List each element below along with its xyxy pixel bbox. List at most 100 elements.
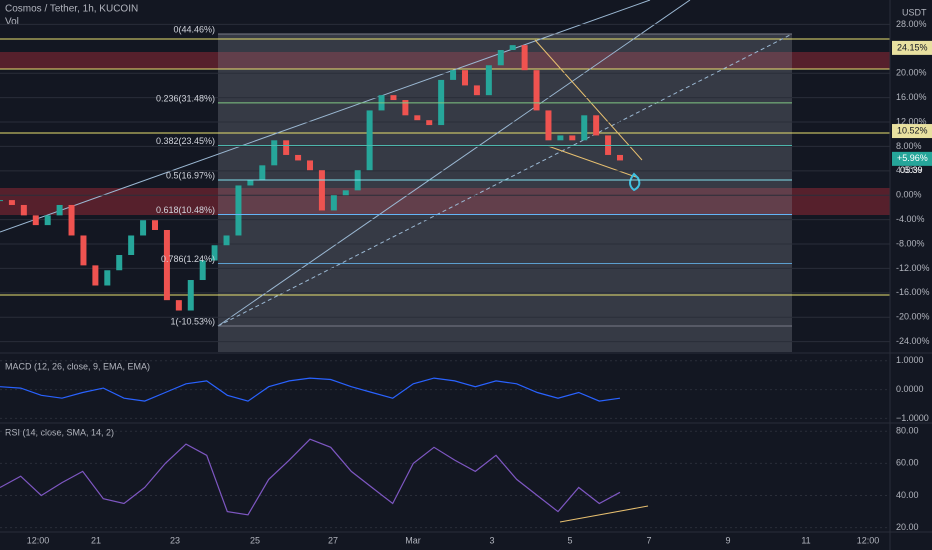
candle	[92, 265, 99, 286]
wedge-lines	[534, 39, 649, 523]
candle	[307, 160, 313, 171]
resistance-zone	[0, 52, 890, 69]
x-tick-label: 9	[725, 535, 730, 545]
y-tick-label: 60.00	[896, 458, 919, 468]
y-tick-label: 0.00%	[896, 190, 922, 200]
y-tick-label: 8.00%	[896, 141, 922, 151]
y-tick-label: 28.00%	[896, 19, 927, 29]
y-tick-label: −1.0000	[896, 413, 929, 423]
candle	[414, 115, 421, 121]
fib-label: 0.5(16.97%)	[166, 170, 215, 180]
candle	[175, 300, 182, 311]
candle	[80, 235, 87, 266]
candle	[617, 154, 623, 161]
price-label: +5.96%	[897, 153, 928, 163]
candle	[104, 270, 111, 286]
candle	[342, 190, 349, 196]
candle	[223, 235, 230, 246]
candle	[318, 170, 325, 211]
x-tick-label: Mar	[405, 535, 421, 545]
x-tick-label: 7	[646, 535, 651, 545]
candle	[152, 220, 158, 230]
y-tick-label: 20.00	[896, 522, 919, 532]
rsi-title: RSI (14, close, SMA, 14, 2)	[5, 427, 114, 437]
price-label-box	[892, 40, 932, 55]
candle	[366, 110, 373, 171]
fib-label: 0.382(23.45%)	[156, 136, 215, 146]
x-tick-label: 3	[489, 535, 494, 545]
candle	[271, 140, 278, 166]
price-label: 24.15%	[897, 42, 928, 52]
indicator-line	[0, 377, 621, 402]
candle	[462, 70, 468, 86]
y-tick-label: -12.00%	[896, 263, 930, 273]
x-tick-label: 12:00	[857, 535, 880, 545]
x-tick-label: 23	[170, 535, 180, 545]
volume-label: Vol	[5, 17, 19, 28]
candle	[0, 200, 3, 202]
candle	[330, 195, 337, 211]
x-tick-label: 21	[91, 535, 101, 545]
y-tick-label: 4.00%	[896, 165, 922, 175]
candle	[450, 70, 457, 80]
candle	[116, 255, 123, 271]
candle	[140, 220, 147, 236]
y-tick-label: 16.00%	[896, 92, 927, 102]
y-tick-label: 80.00	[896, 426, 919, 436]
x-tick-label: 27	[328, 535, 338, 545]
y-tick-label: 40.00	[896, 490, 919, 500]
currency: USDT	[902, 7, 927, 17]
y-tick-label: 20.00%	[896, 68, 927, 78]
horizontal-lines	[0, 38, 890, 296]
fib-box	[218, 34, 792, 352]
fib-label: 0.236(31.48%)	[156, 93, 215, 103]
candle	[211, 245, 218, 261]
candle	[521, 45, 528, 71]
candle	[581, 115, 588, 141]
y-tick-label: -16.00%	[896, 287, 930, 297]
candle	[199, 260, 206, 281]
candle	[390, 95, 397, 101]
candle	[533, 70, 540, 111]
candle	[32, 215, 39, 226]
y-tick-label: 12.00%	[896, 116, 927, 126]
candle	[8, 200, 15, 205]
fib-label: 0.618(10.48%)	[156, 205, 215, 215]
chart-title: Cosmos / Tether, 1h, KUCOIN	[5, 4, 138, 15]
candle	[402, 100, 409, 116]
y-tick-label: 1.0000	[896, 355, 924, 365]
indicator-line	[0, 438, 621, 516]
fib-label: 0(44.46%)	[173, 24, 215, 34]
x-tick-label: 25	[250, 535, 260, 545]
candle	[485, 65, 492, 96]
candle	[187, 280, 194, 311]
candle	[20, 204, 27, 216]
candle	[235, 185, 242, 236]
y-tick-label: -20.00%	[896, 312, 930, 322]
candle	[557, 135, 564, 141]
y-tick-label: 0.0000	[896, 384, 924, 394]
y-tick-label: -8.00%	[896, 238, 925, 248]
candle	[473, 85, 480, 96]
candle	[295, 154, 302, 161]
price-label-box	[892, 151, 932, 166]
candle	[68, 204, 75, 236]
candle	[44, 215, 51, 226]
candle	[56, 204, 63, 216]
candle	[163, 229, 170, 301]
macd-title: MACD (12, 26, close, 9, EMA, EMA)	[5, 361, 150, 371]
price-label: 10.52%	[897, 125, 928, 135]
countdown: 05:39	[900, 165, 923, 175]
candle	[128, 235, 135, 256]
x-tick-label: 5	[567, 535, 572, 545]
candle	[497, 50, 504, 66]
candle	[509, 45, 516, 51]
fib-label: 1(-10.53%)	[170, 316, 215, 326]
candle	[569, 135, 576, 141]
candle	[545, 110, 552, 141]
y-tick-label: -4.00%	[896, 214, 925, 224]
price-label-box	[892, 124, 932, 139]
candle	[283, 140, 290, 155]
